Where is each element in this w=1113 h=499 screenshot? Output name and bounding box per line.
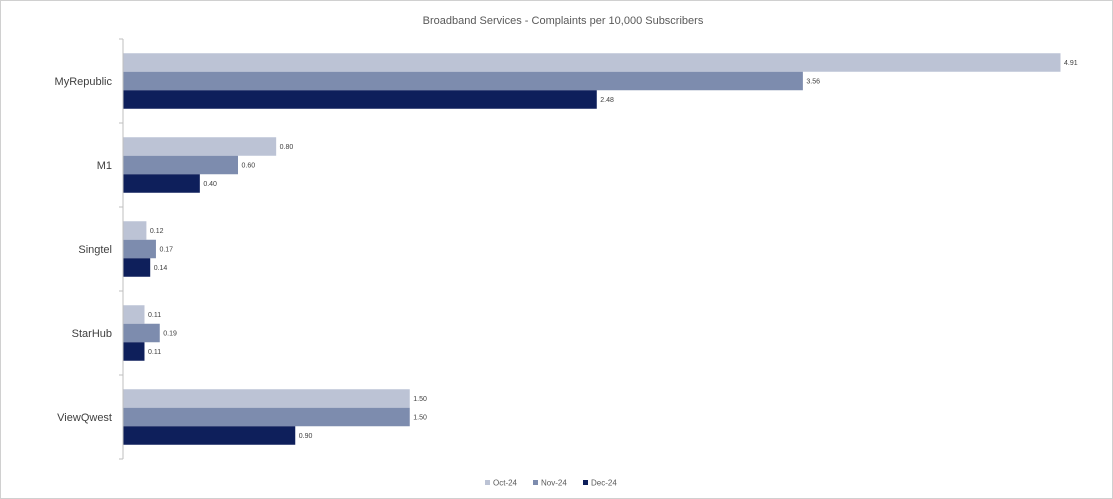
- data-label: 0.11: [148, 349, 161, 356]
- bar-m1-dec-24: [123, 174, 200, 193]
- data-label: 0.12: [150, 228, 164, 235]
- bar-myrepublic-dec-24: [123, 90, 597, 109]
- bar-myrepublic-nov-24: [123, 71, 803, 91]
- data-label: 0.11: [148, 312, 161, 319]
- category-label: M1: [97, 160, 112, 172]
- legend-swatch: [533, 480, 538, 485]
- data-label: 3.56: [806, 79, 820, 86]
- data-label: 0.90: [299, 433, 313, 440]
- data-label: 0.80: [280, 144, 294, 151]
- data-label: 0.40: [203, 181, 217, 188]
- legend-label: Dec-24: [591, 479, 617, 488]
- category-label: MyRepublic: [55, 76, 113, 88]
- bar-starhub-oct-24: [123, 305, 145, 324]
- legend-label: Oct-24: [493, 479, 518, 488]
- plot-area: 4.91 3.56 2.48 MyRepublic 0.80 0.60 0.40 M1 0.12…: [55, 38, 1078, 460]
- bar-singtel-dec-24: [123, 258, 151, 277]
- legend: Oct-24 Nov-24 Dec-24: [485, 479, 617, 488]
- data-label: 4.91: [1064, 60, 1078, 67]
- data-label: 0.60: [242, 163, 256, 170]
- bar-singtel-oct-24: [123, 221, 147, 240]
- data-label: 0.14: [154, 265, 168, 272]
- bar-myrepublic-oct-24: [123, 53, 1061, 72]
- data-label: 1.50: [413, 415, 427, 422]
- bar-viewqwest-dec-24: [123, 426, 296, 445]
- legend-label: Nov-24: [541, 479, 567, 488]
- legend-swatch: [485, 480, 490, 485]
- bar-starhub-dec-24: [123, 342, 145, 361]
- legend-swatch: [583, 480, 588, 485]
- bar-starhub-nov-24: [123, 323, 160, 343]
- data-label: 2.48: [600, 97, 614, 104]
- category-label: StarHub: [72, 328, 112, 340]
- chart-title: Broadband Services - Complaints per 10,0…: [423, 15, 704, 27]
- category-label: ViewQwest: [57, 412, 112, 424]
- bar-viewqwest-oct-24: [123, 389, 410, 408]
- bar-viewqwest-nov-24: [123, 407, 410, 427]
- data-label: 1.50: [413, 396, 427, 403]
- bar-singtel-nov-24: [123, 239, 156, 259]
- bar-m1-oct-24: [123, 137, 277, 156]
- bar-m1-nov-24: [123, 155, 239, 175]
- category-label: Singtel: [78, 244, 112, 256]
- data-label: 0.17: [159, 247, 173, 254]
- data-label: 0.19: [163, 331, 177, 338]
